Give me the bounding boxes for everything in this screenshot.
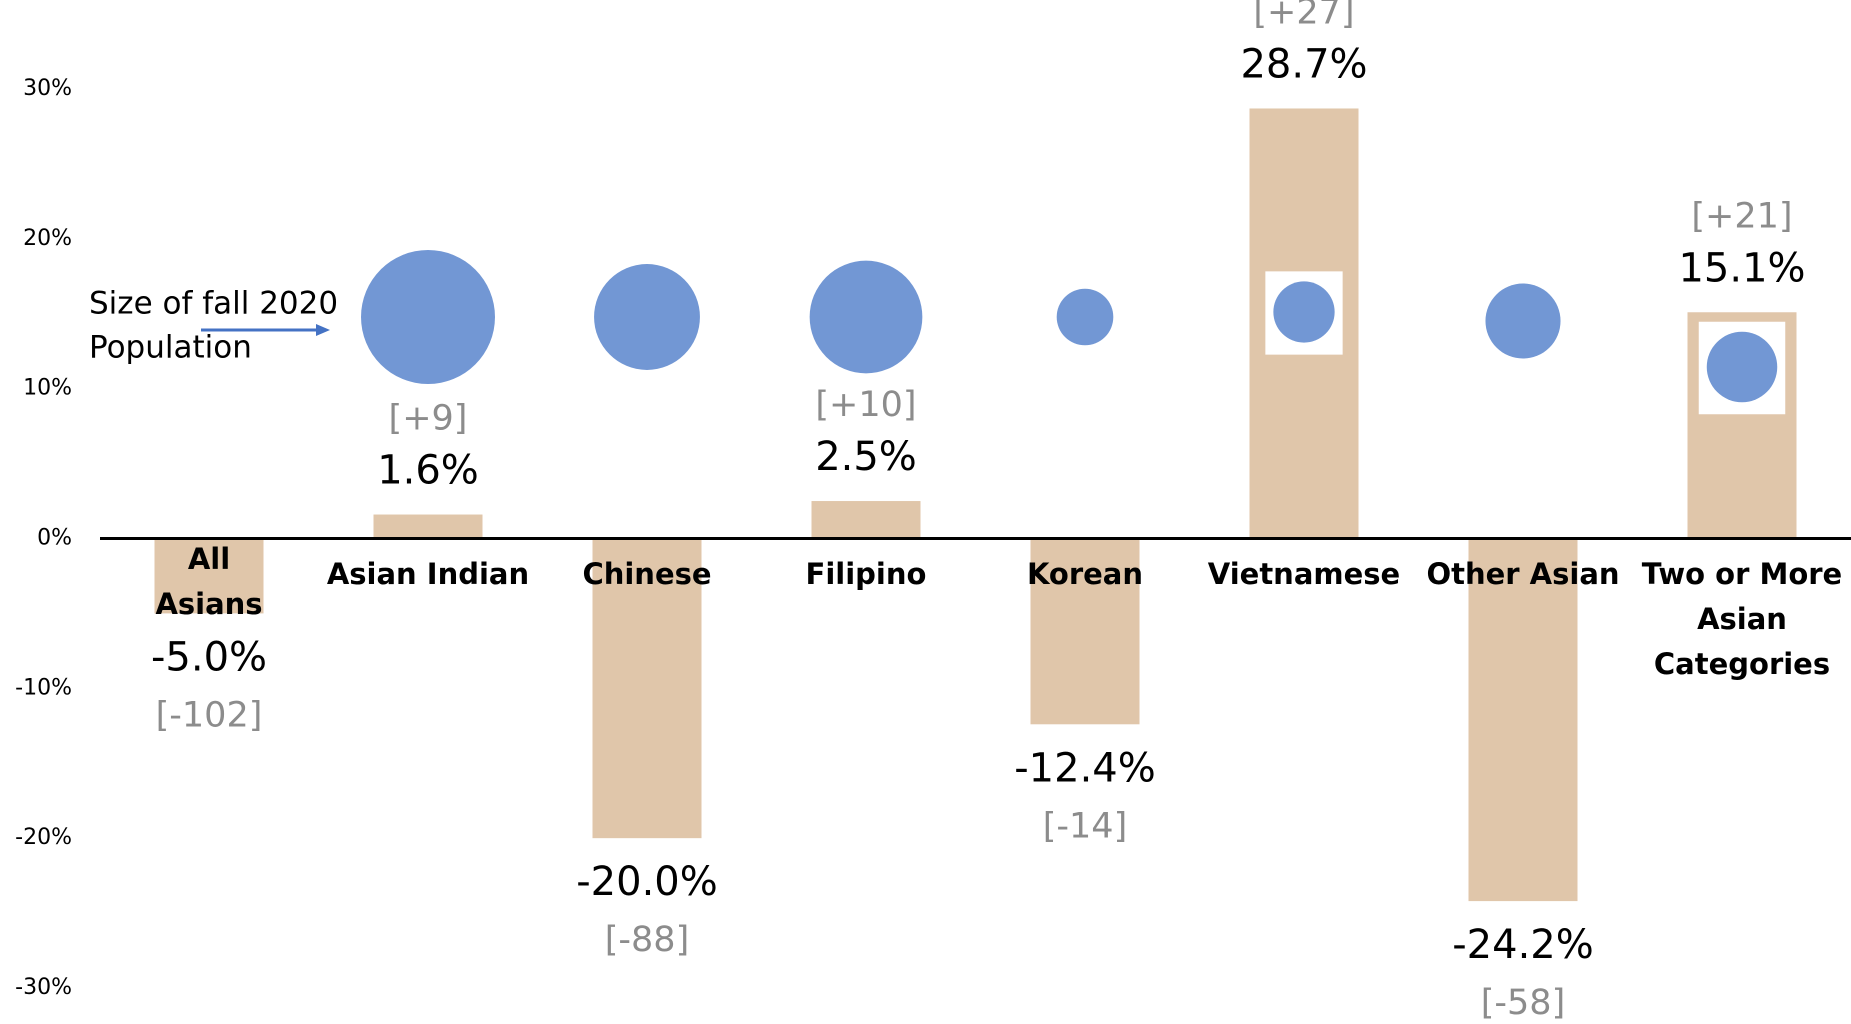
value-label: -5.0% bbox=[151, 634, 267, 680]
note-arrowhead bbox=[316, 324, 330, 336]
bar bbox=[1030, 538, 1140, 725]
x-tick-label: Asian Indian bbox=[326, 557, 530, 591]
y-tick-label: 20% bbox=[23, 226, 72, 251]
value-label: 2.5% bbox=[815, 434, 917, 480]
change-label: [-102] bbox=[156, 695, 263, 735]
y-tick-label: -30% bbox=[15, 975, 72, 1000]
x-tick-label: All Asians bbox=[155, 542, 263, 621]
bubble-note: Size of fall 2020 bbox=[89, 286, 338, 322]
y-tick-label: -20% bbox=[15, 825, 72, 850]
bubble-note: Population bbox=[89, 330, 252, 366]
bar bbox=[811, 501, 921, 539]
x-tick-label: Vietnamese bbox=[1207, 557, 1401, 591]
bubble bbox=[1706, 331, 1778, 403]
value-label: -12.4% bbox=[1014, 745, 1156, 791]
change-label: [+9] bbox=[389, 399, 468, 439]
y-tick-label: 30% bbox=[23, 76, 72, 101]
x-tick-label: Two or More Asian Categories bbox=[1641, 557, 1843, 681]
change-label: [+21] bbox=[1691, 196, 1792, 236]
bar bbox=[154, 538, 264, 614]
value-label: -20.0% bbox=[576, 859, 718, 905]
bubble bbox=[1485, 283, 1561, 359]
change-label: [-14] bbox=[1043, 806, 1127, 846]
x-tick-label: Filipino bbox=[805, 557, 927, 591]
bar bbox=[592, 538, 702, 839]
x-tick-label: Chinese bbox=[582, 557, 712, 591]
change-label: [-58] bbox=[1481, 983, 1565, 1023]
change-label: [+10] bbox=[815, 385, 916, 425]
bubble bbox=[1056, 288, 1114, 346]
bar bbox=[373, 514, 483, 539]
y-tick-label: -10% bbox=[15, 675, 72, 700]
change-label: [+27] bbox=[1253, 0, 1354, 32]
y-tick-label: 10% bbox=[23, 376, 72, 401]
change-label: [-88] bbox=[605, 920, 689, 960]
bar bbox=[1468, 538, 1578, 902]
y-tick-label: 0% bbox=[37, 526, 72, 551]
bubble bbox=[361, 250, 495, 384]
bubble bbox=[809, 260, 923, 374]
value-label: 28.7% bbox=[1240, 41, 1367, 87]
value-label: 1.6% bbox=[377, 448, 479, 494]
bubble bbox=[1273, 281, 1335, 343]
x-tick-label: Other Asian bbox=[1426, 557, 1620, 591]
x-tick-label: Korean bbox=[1026, 557, 1144, 591]
value-label: 15.1% bbox=[1678, 245, 1805, 291]
value-label: -24.2% bbox=[1452, 922, 1594, 968]
bubble bbox=[594, 264, 700, 370]
